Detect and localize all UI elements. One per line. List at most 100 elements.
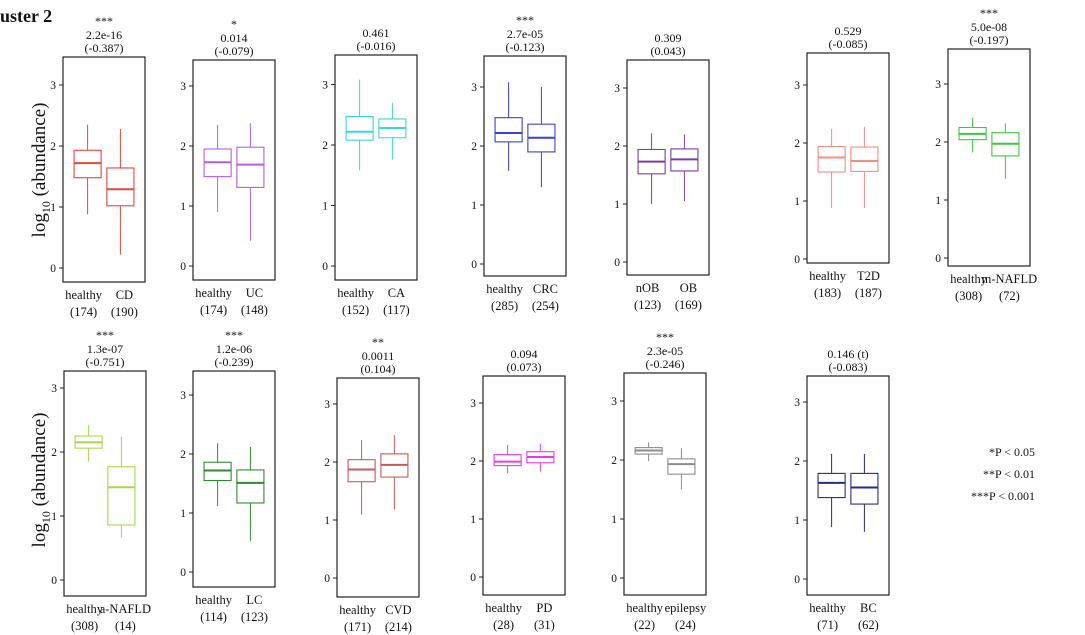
p10-pvalue: 0.0011	[362, 349, 395, 363]
p12-group-n: (22)	[634, 618, 655, 632]
p10-ytick-label: 3	[324, 399, 330, 411]
p4-group-label: healthy	[486, 282, 524, 296]
p12-group-n: (24)	[675, 618, 696, 632]
p12-iqr-box	[667, 458, 696, 475]
p11-pvalue: 0.094	[511, 347, 538, 361]
y-label-rest-2: (abundance)	[29, 413, 50, 512]
p2-ytick-label: 0	[180, 261, 186, 273]
p10-ytick-label: 0	[324, 573, 330, 585]
p7-box-healthy	[958, 117, 987, 153]
p7-pvalue: 5.0e-08	[971, 20, 1007, 34]
p2-box-healthy	[203, 125, 232, 212]
p6-box-T2D	[850, 126, 879, 208]
p3-group-label: CA	[388, 286, 405, 300]
p8-ytick-label: 0	[51, 575, 57, 587]
p7-group-n: (308)	[955, 289, 982, 303]
legend-p005: *P < 0.05	[989, 445, 1035, 459]
p6-ytick-label: 3	[794, 80, 800, 92]
panel-9: ***1.2e-06(-0.239) 0 1 2 3 healthy (114) LC (123…	[180, 328, 276, 624]
p5-effect-size: (0.043)	[651, 44, 686, 58]
p11-ytick-label: 1	[470, 514, 476, 526]
p12-significance: ***	[656, 330, 674, 344]
p11-iqr-box	[493, 454, 522, 467]
p3-group-n: (117)	[383, 303, 410, 317]
p10-group-n: (214)	[385, 620, 412, 634]
p3-group-label: healthy	[337, 286, 375, 300]
p3-ytick-label: 2	[322, 140, 328, 152]
p6-group-label: T2D	[857, 269, 880, 283]
p5-group-n: (123)	[634, 298, 661, 312]
p3-effect-size: (-0.016)	[357, 39, 396, 53]
p2-effect-size: (-0.079)	[215, 44, 254, 58]
p11-box-PD	[526, 443, 555, 472]
svg-text:log10 (abundance): log10 (abundance)	[29, 103, 53, 238]
p9-ytick-label: 2	[180, 449, 186, 461]
p12-ytick-label: 1	[611, 514, 617, 526]
p5-group-label: nOB	[636, 281, 660, 295]
p6-ytick-label: 2	[794, 138, 800, 150]
p9-iqr-box	[236, 469, 265, 504]
p2-frame	[192, 59, 276, 281]
p12-effect-size: (-0.246)	[646, 357, 685, 371]
p10-box-healthy	[347, 439, 376, 515]
p13-ytick-label: 1	[794, 515, 800, 527]
p2-pvalue: 0.014	[221, 31, 248, 45]
p6-ytick-label: 0	[794, 254, 800, 266]
p12-pvalue: 2.3e-05	[647, 344, 683, 358]
p5-ytick-label: 1	[614, 199, 620, 211]
p6-pvalue: 0.529	[835, 24, 862, 38]
p8-frame	[63, 370, 147, 597]
p3-ytick-label: 0	[322, 261, 328, 273]
panel-3: 0.461(-0.016) 0 1 2 3 healthy (152) CA (117)	[322, 26, 418, 317]
p9-significance: ***	[225, 328, 243, 342]
p7-ytick-label: 1	[935, 195, 941, 207]
panel-13: 0.146 (t)(-0.083) 0 1 2 3 healthy (71) BC (62)	[794, 347, 890, 632]
p1-group-label: CD	[116, 288, 133, 302]
p5-ytick-label: 3	[614, 83, 620, 95]
p12-frame	[623, 372, 707, 596]
p2-significance: *	[231, 17, 237, 31]
p11-ytick-label: 2	[470, 456, 476, 468]
panel-10: **0.0011(0.104) 0 1 2 3 healthy (171) CVD (214)	[324, 335, 420, 634]
p13-box-BC	[850, 453, 879, 532]
p8-iqr-box	[107, 466, 136, 526]
p3-frame	[334, 54, 418, 281]
p13-iqr-box	[850, 472, 879, 505]
y-label-log-2: log	[29, 523, 50, 548]
p11-group-n: (31)	[534, 618, 555, 632]
p11-group-label: healthy	[485, 601, 523, 615]
p1-effect-size: (-0.387)	[85, 41, 124, 55]
p4-ytick-label: 2	[471, 141, 477, 153]
p6-effect-size: (-0.085)	[829, 37, 868, 51]
p3-box-healthy	[345, 79, 374, 171]
panel-1: ***2.2e-16(-0.387) 0 1 2 3 healthy (174) CD (190…	[50, 14, 146, 319]
p5-group-n: (169)	[675, 298, 702, 312]
p6-group-n: (187)	[855, 286, 882, 300]
p7-frame	[947, 48, 1031, 267]
p9-frame	[192, 370, 276, 588]
y-axis-label-top: log10 (abundance)	[29, 103, 53, 238]
p3-group-n: (152)	[342, 303, 369, 317]
p1-pvalue: 2.2e-16	[86, 28, 122, 42]
p10-ytick-label: 2	[324, 457, 330, 469]
p8-group-label: a-NAFLD	[100, 602, 151, 616]
p6-ytick-label: 1	[794, 196, 800, 208]
p12-ytick-label: 3	[611, 396, 617, 408]
p13-effect-size: (-0.083)	[829, 360, 868, 374]
p13-ytick-label: 0	[794, 574, 800, 586]
p4-effect-size: (-0.123)	[506, 40, 545, 54]
p3-ytick-label: 1	[322, 201, 328, 213]
p10-ytick-label: 1	[324, 515, 330, 527]
p1-ytick-label: 1	[50, 202, 56, 214]
p12-box-healthy	[634, 442, 663, 462]
p9-group-label: LC	[246, 593, 262, 607]
panel-12: ***2.3e-05(-0.246) 0 1 2 3 healthy (22) epileps…	[611, 330, 707, 632]
p10-iqr-box	[347, 459, 376, 483]
p13-ytick-label: 3	[794, 397, 800, 409]
panel-8: ***1.3e-07(-0.751) 0 1 2 3 healthy (308)a-NAFL…	[51, 328, 151, 633]
p3-pvalue: 0.461	[363, 26, 390, 40]
p6-group-label: healthy	[809, 269, 847, 283]
p4-group-label: CRC	[533, 282, 558, 296]
p2-iqr-box	[236, 146, 265, 188]
p8-significance: ***	[96, 328, 114, 342]
